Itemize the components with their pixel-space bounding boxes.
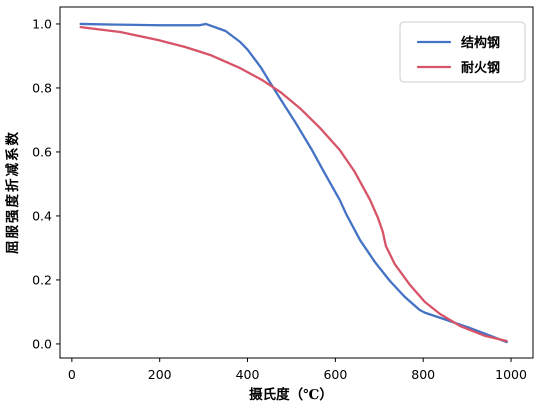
y-tick-label: 0.6 (32, 144, 52, 159)
plot-frame (59, 6, 534, 359)
y-tick-label: 0.4 (32, 208, 52, 223)
y-tick-label: 0.8 (32, 80, 52, 95)
x-tick-label: 200 (148, 367, 172, 382)
series-layer (79, 22, 508, 344)
y-tick-label: 0.0 (32, 336, 52, 351)
y-tick-label: 1.0 (32, 16, 52, 31)
legend-label-0: 结构钢 (461, 35, 500, 51)
x-tick-label: 0 (68, 367, 76, 382)
y-axis: 0.0 0.2 0.4 0.6 0.8 1.0 (32, 16, 60, 351)
x-tick-label: 1000 (495, 367, 527, 382)
series-line-1 (79, 26, 508, 343)
x-axis-label: 摄氏度（℃） (249, 386, 333, 403)
x-tick-label: 400 (236, 367, 260, 382)
y-tick-label: 0.2 (32, 272, 52, 287)
y-axis-label: 屈服强度折减系数 (4, 130, 21, 254)
series-line-0 (79, 22, 508, 344)
x-axis: 0 200 400 600 800 1000 (68, 358, 527, 382)
legend-label-1: 耐火钢 (461, 60, 500, 76)
x-tick-label: 600 (323, 367, 347, 382)
x-tick-label: 800 (411, 367, 435, 382)
